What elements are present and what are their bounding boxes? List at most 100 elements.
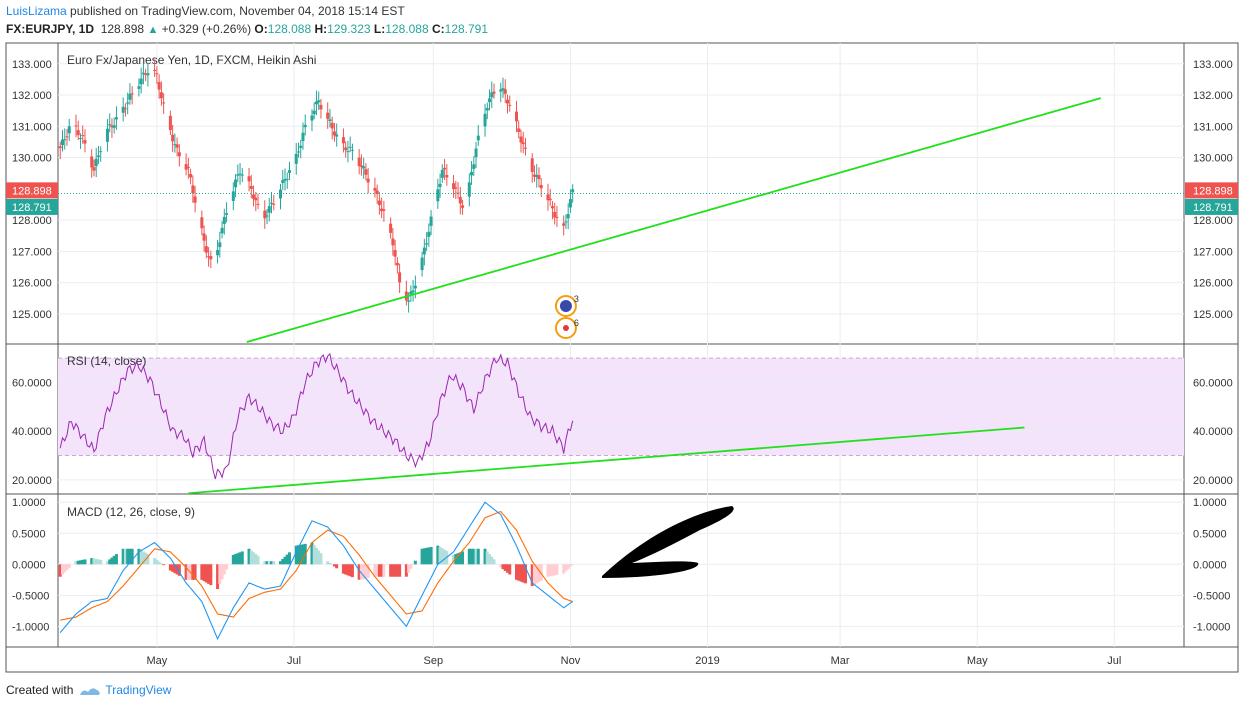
macd-histogram-bar	[168, 564, 172, 571]
candle-body	[472, 164, 476, 169]
candle-body	[96, 155, 100, 158]
macd-histogram-bar	[348, 564, 352, 577]
candle-body	[330, 122, 334, 129]
price-tick-label: 127.000	[12, 246, 52, 258]
macd-histogram-bar	[146, 554, 150, 565]
macd-histogram-bar	[521, 564, 525, 583]
macd-histogram-bar	[537, 564, 541, 583]
macd-histogram-bar	[550, 564, 554, 576]
candle-body	[234, 179, 238, 188]
time-tick-label: Jul	[1107, 655, 1121, 667]
candle-body	[94, 158, 98, 167]
candle-body	[63, 139, 67, 141]
candle-body	[162, 102, 166, 104]
price-badge-left-label: 128.898	[12, 185, 52, 197]
author-link[interactable]: LuisLizama	[6, 4, 67, 18]
macd-histogram-bar	[330, 564, 334, 565]
candle-body	[377, 200, 381, 206]
macd-histogram-bar	[456, 553, 460, 565]
macd-histogram-bar	[94, 558, 98, 565]
candle-body	[398, 272, 402, 283]
candle-body	[60, 139, 64, 146]
macd-histogram-bar	[67, 564, 71, 568]
tradingview-link[interactable]: TradingView	[105, 683, 172, 697]
candle-body	[189, 174, 193, 178]
change-value: +0.329 (+0.26%)	[161, 22, 252, 36]
macd-histogram-bar	[346, 564, 350, 576]
candle-body	[319, 104, 323, 110]
macd-histogram-bar	[139, 550, 143, 565]
price-tick-label: 127.000	[1193, 246, 1233, 258]
candle-body	[436, 189, 440, 202]
candle-body	[128, 93, 132, 100]
macd-histogram-bar	[63, 564, 67, 573]
macd-histogram-bar	[476, 548, 480, 565]
macd-histogram-bar	[409, 564, 413, 569]
candle-body	[78, 137, 82, 139]
candle-body	[553, 211, 557, 218]
macd-histogram-bar	[162, 564, 166, 566]
candle-body	[443, 167, 447, 170]
candle-body	[407, 300, 411, 302]
candle-body	[380, 208, 384, 212]
rsi-tick-label: 40.0000	[12, 426, 52, 438]
macd-histogram-bar	[436, 545, 440, 565]
macd-histogram-bar	[312, 545, 316, 565]
macd-histogram-bar	[398, 564, 402, 577]
macd-histogram-bar	[218, 564, 222, 585]
macd-histogram-bar	[508, 564, 512, 575]
macd-histogram-bar	[350, 564, 354, 578]
rsi-tick-label: 60.0000	[12, 378, 52, 390]
candle-body	[488, 98, 492, 103]
event-count-label: 3	[574, 294, 579, 304]
candle-body	[470, 171, 474, 176]
candle-body	[126, 102, 130, 104]
macd-histogram-bar	[283, 556, 287, 565]
candle-body	[506, 99, 510, 104]
candle-body	[175, 144, 179, 148]
price-tick-label: 126.000	[12, 278, 52, 290]
macd-tick-label: -1.0000	[1193, 621, 1230, 633]
candle-body	[562, 223, 566, 226]
japan-flag-icon	[562, 325, 569, 331]
macd-histogram-bar	[173, 564, 177, 574]
price-tick-label: 125.000	[1193, 309, 1233, 321]
macd-histogram-bar	[425, 547, 429, 565]
macd-histogram-bar	[121, 548, 125, 565]
macd-histogram-bar	[555, 564, 559, 575]
macd-histogram-bar	[137, 548, 141, 565]
candle-body	[110, 125, 114, 128]
macd-tick-label: 0.0000	[12, 559, 46, 571]
macd-histogram-bar	[184, 564, 188, 580]
candle-body	[326, 112, 330, 119]
candle-body	[108, 124, 112, 126]
price-tick-label: 133.000	[1193, 59, 1233, 71]
candle-body	[171, 134, 175, 142]
macd-histogram-bar	[514, 564, 518, 580]
macd-histogram-bar	[144, 552, 148, 565]
candle-body	[422, 247, 426, 255]
candle-body	[523, 147, 527, 149]
macd-histogram-bar	[341, 564, 345, 574]
price-trendline	[246, 97, 1102, 343]
macd-histogram-bar	[407, 564, 411, 573]
macd-histogram-bar	[566, 564, 570, 569]
macd-histogram-bar	[58, 564, 62, 577]
macd-histogram-bar	[485, 551, 489, 565]
macd-histogram-bar	[65, 564, 69, 571]
candle-body	[312, 110, 316, 115]
candle-body	[550, 206, 554, 209]
macd-tick-label: -0.5000	[12, 590, 49, 602]
candle-body	[123, 108, 127, 110]
rsi-tick-label: 60.0000	[1193, 378, 1233, 390]
high-label: H:	[314, 22, 328, 36]
candle-body	[456, 192, 460, 194]
close-value: 128.791	[444, 22, 489, 36]
macd-histogram-bar	[377, 564, 381, 577]
candle-body	[252, 194, 256, 199]
candle-body	[92, 167, 96, 171]
macd-histogram-bar	[420, 548, 424, 565]
candle-body	[209, 256, 213, 260]
macd-histogram-bar	[249, 550, 253, 565]
macd-histogram-bar	[332, 564, 336, 567]
